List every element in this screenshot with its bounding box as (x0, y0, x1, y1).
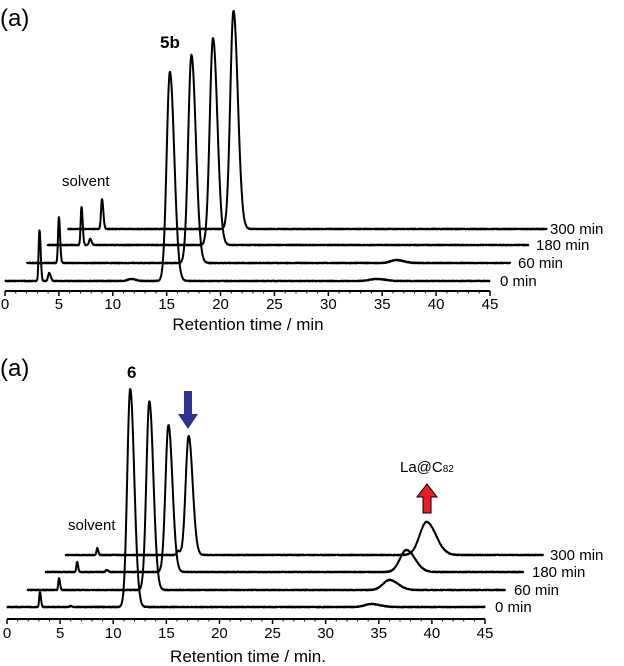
x-tick-label: 45 (482, 296, 499, 313)
x-tick-label: 30 (317, 625, 334, 642)
x-tick-label: 25 (264, 625, 281, 642)
trace-label: 60 min (518, 255, 563, 272)
x-tick-label: 0 (1, 296, 9, 313)
x-tick-label: 5 (55, 296, 63, 313)
x-tick-label: 35 (370, 625, 387, 642)
traces (4, 9, 548, 283)
compound-label-5b: 5b (160, 33, 180, 52)
chart-top: (a) 5b solvent Retention time / min 0 5 10… (0, 5, 603, 334)
x-tick-label: 15 (158, 625, 175, 642)
la-c82-label: La@C82 (400, 459, 454, 476)
trace-label: 0 min (495, 599, 532, 616)
x-tick-label: 15 (158, 296, 175, 313)
x-tick-label: 35 (374, 296, 391, 313)
x-tick-label: 20 (212, 296, 229, 313)
x-tick-label: 10 (105, 625, 122, 642)
x-tick-label: 40 (424, 625, 441, 642)
increase-arrow-icon (415, 483, 439, 514)
trace-0-min (6, 388, 486, 609)
trace-300-min (64, 435, 545, 557)
x-axis: 0 5 10 15 20 25 30 35 40 45 (1, 290, 499, 313)
x-tick-label: 30 (320, 296, 337, 313)
x-tick-label: 25 (266, 296, 283, 313)
x-tick-label: 10 (104, 296, 121, 313)
decrease-arrow-icon (178, 391, 198, 429)
trace-label: 300 min (550, 547, 603, 564)
panel-label: (a) (0, 355, 29, 382)
x-axis-label: Retention time / min (172, 315, 323, 334)
trace-60-min (25, 53, 512, 265)
x-tick-label: 45 (477, 625, 494, 642)
trace-180-min (46, 37, 530, 247)
trace-300-min (66, 9, 548, 231)
x-tick-label: 5 (56, 625, 64, 642)
trace-label: 180 min (536, 237, 589, 254)
x-axis: 0 5 10 15 20 25 30 35 40 45 (3, 618, 494, 642)
trace-label: 0 min (500, 273, 537, 290)
compound-label-6: 6 (127, 363, 136, 382)
trace-label: 60 min (514, 582, 559, 599)
x-axis-label: Retention time / min. (170, 647, 326, 666)
trace-label: 180 min (532, 564, 585, 581)
x-tick-label: 40 (428, 296, 445, 313)
trace-180-min (44, 424, 525, 574)
trace-60-min (26, 400, 507, 592)
x-tick-label: 0 (3, 625, 11, 642)
trace-0-min (4, 70, 491, 283)
trace-label: 300 min (550, 221, 603, 238)
x-tick-label: 20 (211, 625, 228, 642)
chart-bottom: (a) 6 solvent La@C82 Retention time / mi… (0, 355, 603, 666)
panel-label: (a) (0, 5, 29, 32)
solvent-label: solvent (62, 173, 110, 190)
solvent-label: solvent (68, 517, 116, 534)
traces (6, 388, 545, 609)
